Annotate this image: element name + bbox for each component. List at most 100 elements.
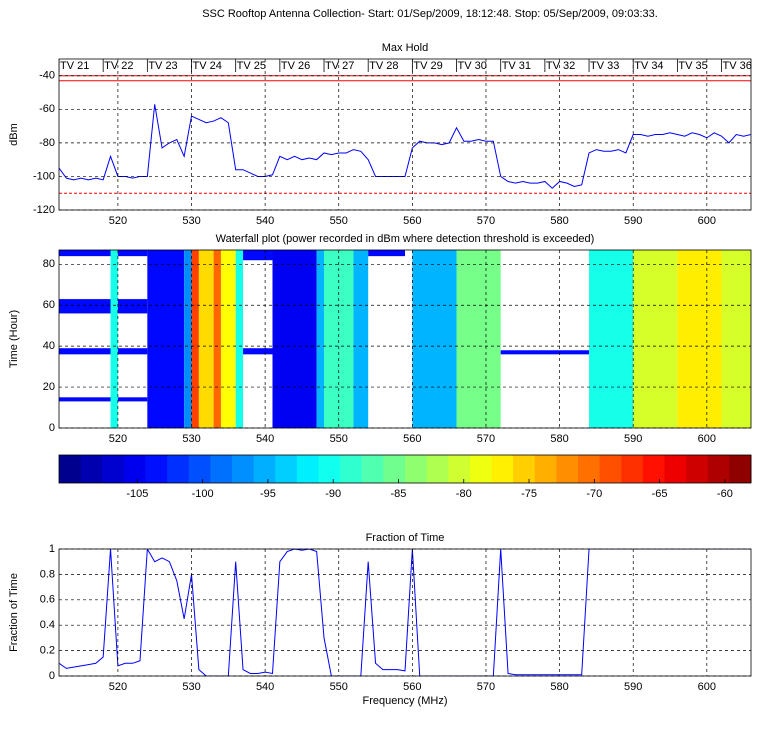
y-axis-label: Fraction of Time xyxy=(8,573,20,652)
heat-cell xyxy=(353,250,369,428)
colorbar-swatch xyxy=(102,455,125,483)
chart-title: Max Hold xyxy=(382,42,428,54)
colorbar-swatch xyxy=(210,455,233,483)
colorbar-tick-label: -70 xyxy=(586,488,602,500)
colorbar-swatch xyxy=(296,455,319,483)
y-tick-label: 60 xyxy=(43,299,55,311)
x-tick-label: 550 xyxy=(330,215,348,227)
heat-cell xyxy=(456,250,501,428)
x-tick-label: 570 xyxy=(477,681,495,693)
channel-label: TV 24 xyxy=(193,60,222,72)
x-axis-label: Frequency (MHz) xyxy=(363,695,448,707)
colorbar-swatch xyxy=(469,455,492,483)
colorbar-swatch xyxy=(253,455,276,483)
channel-label: TV 23 xyxy=(148,60,177,72)
x-tick-label: 530 xyxy=(182,215,200,227)
data-line xyxy=(59,104,751,189)
colorbar-swatch xyxy=(578,455,601,483)
axes-frame xyxy=(58,58,752,211)
heat-cell xyxy=(213,250,221,428)
x-tick-label: 600 xyxy=(698,433,716,445)
x-tick-label: 520 xyxy=(109,433,127,445)
colorbar-swatch xyxy=(275,455,298,483)
colorbar-swatch xyxy=(448,455,471,483)
axes-frame xyxy=(58,548,752,677)
x-tick-label: 520 xyxy=(109,681,127,693)
heat-cell xyxy=(220,250,236,428)
colorbar-tick-label: -85 xyxy=(391,488,407,500)
heat-cell xyxy=(272,250,317,428)
channel-label: TV 25 xyxy=(237,60,266,72)
heat-cell xyxy=(316,250,325,428)
x-tick-label: 560 xyxy=(403,433,421,445)
x-tick-label: 570 xyxy=(477,433,495,445)
heat-cell xyxy=(368,250,405,257)
colorbar-swatch xyxy=(383,455,406,483)
heat-cell xyxy=(633,250,678,428)
heat-cell xyxy=(243,348,273,355)
channel-label: TV 27 xyxy=(325,60,354,72)
chart-title: Fraction of Time xyxy=(366,532,445,544)
channel-label: TV 26 xyxy=(281,60,310,72)
colorbar-tick-label: -75 xyxy=(521,488,537,500)
colorbar-tick-label: -65 xyxy=(652,488,668,500)
colorbar-swatch xyxy=(686,455,709,483)
heat-cell xyxy=(589,250,634,428)
heat-cell xyxy=(324,250,354,428)
x-tick-label: 600 xyxy=(698,681,716,693)
x-tick-label: 570 xyxy=(477,215,495,227)
x-tick-label: 550 xyxy=(330,433,348,445)
heat-cell xyxy=(677,250,722,428)
heat-cell xyxy=(59,250,148,257)
colorbar-swatch xyxy=(556,455,579,483)
y-tick-label: -40 xyxy=(39,70,55,82)
channel-label: TV 21 xyxy=(60,60,89,72)
channel-label: TV 32 xyxy=(546,60,575,72)
colorbar-swatch xyxy=(664,455,687,483)
colorbar-swatch xyxy=(642,455,665,483)
channel-label: TV 34 xyxy=(634,60,663,72)
colorbar-tick-label: -100 xyxy=(192,488,214,500)
colorbar-swatch xyxy=(729,455,752,483)
x-tick-label: 580 xyxy=(550,215,568,227)
heat-cell xyxy=(191,250,199,428)
channel-label: TV 29 xyxy=(413,60,442,72)
colorbar-swatch xyxy=(80,455,103,483)
colorbar-frame xyxy=(58,454,752,484)
heat-cell xyxy=(198,250,214,428)
x-tick-label: 590 xyxy=(624,681,642,693)
y-tick-label: 0.4 xyxy=(40,619,55,631)
y-tick-label: 20 xyxy=(43,381,55,393)
x-tick-label: 550 xyxy=(330,681,348,693)
axes-frame xyxy=(58,249,752,429)
x-tick-label: 540 xyxy=(256,215,274,227)
x-tick-label: 600 xyxy=(698,215,716,227)
colorbar-swatch xyxy=(361,455,384,483)
figure-title: SSC Rooftop Antenna Collection- Start: 0… xyxy=(202,8,658,20)
colorbar-swatch xyxy=(405,455,428,483)
x-tick-label: 530 xyxy=(182,681,200,693)
y-axis-label: Time (Hour) xyxy=(8,310,20,368)
colorbar-swatch xyxy=(599,455,622,483)
colorbar-tick-label: -80 xyxy=(456,488,472,500)
channel-label: TV 35 xyxy=(678,60,707,72)
y-tick-label: 0 xyxy=(49,422,55,434)
x-tick-label: 540 xyxy=(256,433,274,445)
channel-label: TV 28 xyxy=(369,60,398,72)
colorbar-swatch xyxy=(340,455,363,483)
x-tick-label: 580 xyxy=(550,433,568,445)
y-tick-label: 0.8 xyxy=(40,568,55,580)
colorbar-swatch xyxy=(232,455,255,483)
y-tick-label: -60 xyxy=(39,103,55,115)
plot-area xyxy=(59,250,751,428)
y-tick-label: 0 xyxy=(49,670,55,682)
x-tick-label: 590 xyxy=(624,215,642,227)
x-tick-label: 560 xyxy=(403,215,421,227)
colorbar-swatch xyxy=(188,455,211,483)
y-tick-label: -120 xyxy=(33,204,55,216)
heat-cell xyxy=(243,250,273,261)
y-tick-label: 0.6 xyxy=(40,594,55,606)
heat-cell xyxy=(110,250,118,428)
